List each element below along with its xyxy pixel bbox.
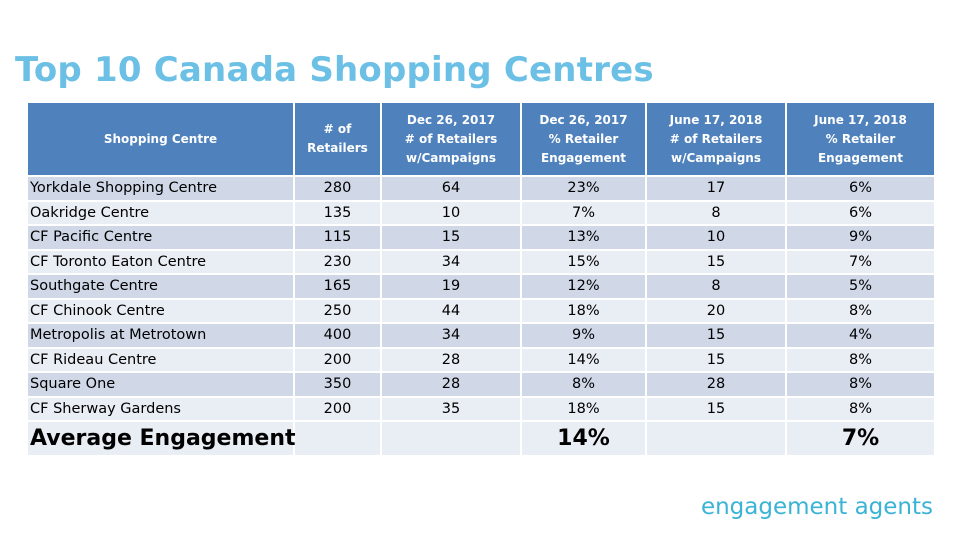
cell-june-campaigns: 15 [645,248,787,275]
cell-retailers-count: 200 [293,395,382,422]
cell-centre-name: CF Rideau Centre [26,346,295,373]
header-shopping-centre: Shopping Centre [26,101,295,177]
cell-dec-engagement: 14% [520,346,647,373]
table-row: CF Rideau Centre 200 28 14% 15 8% [26,346,936,373]
header-dec-engagement: Dec 26, 2017% Retailer Engagement [520,101,647,177]
average-cell-june-engagement: 7% [785,420,936,457]
cell-june-engagement: 6% [785,199,936,226]
cell-dec-engagement: 12% [520,273,647,300]
cell-dec-engagement: 8% [520,371,647,398]
cell-centre-name: Yorkdale Shopping Centre [26,175,295,202]
average-cell-dec-campaigns [380,420,522,457]
cell-retailers-count: 165 [293,273,382,300]
cell-dec-campaigns: 64 [380,175,522,202]
table-row: Southgate Centre 165 19 12% 8 5% [26,273,936,300]
table-row: CF Toronto Eaton Centre 230 34 15% 15 7% [26,248,936,275]
cell-dec-engagement: 18% [520,297,647,324]
cell-centre-name: Square One [26,371,295,398]
cell-dec-campaigns: 34 [380,248,522,275]
cell-june-campaigns: 10 [645,224,787,251]
cell-dec-engagement: 15% [520,248,647,275]
cell-june-campaigns: 20 [645,297,787,324]
cell-june-engagement: 8% [785,371,936,398]
cell-june-engagement: 7% [785,248,936,275]
cell-retailers-count: 250 [293,297,382,324]
cell-retailers-count: 400 [293,322,382,349]
cell-june-engagement: 8% [785,395,936,422]
cell-centre-name: Metropolis at Metrotown [26,322,295,349]
cell-june-engagement: 9% [785,224,936,251]
average-cell-june-campaigns [645,420,787,457]
cell-retailers-count: 350 [293,371,382,398]
cell-dec-engagement: 18% [520,395,647,422]
cell-june-campaigns: 15 [645,322,787,349]
table-row: Yorkdale Shopping Centre 280 64 23% 17 6% [26,175,936,202]
table-row: CF Chinook Centre 250 44 18% 20 8% [26,297,936,324]
cell-dec-engagement: 7% [520,199,647,226]
average-cell-retailers-count [293,420,382,457]
cell-centre-name: CF Toronto Eaton Centre [26,248,295,275]
header-june-retailers-campaigns: June 17, 2018 # of Retailers w/Campaigns [645,101,787,177]
average-cell-dec-engagement: 14% [520,420,647,457]
cell-dec-campaigns: 15 [380,224,522,251]
shopping-centres-table: Shopping Centre # of Retailers Dec 26, 20… [26,101,936,457]
cell-dec-engagement: 23% [520,175,647,202]
table-row: Oakridge Centre 135 10 7% 8 6% [26,199,936,226]
cell-june-campaigns: 8 [645,273,787,300]
cell-june-engagement: 4% [785,322,936,349]
cell-dec-engagement: 9% [520,322,647,349]
cell-retailers-count: 135 [293,199,382,226]
cell-june-engagement: 5% [785,273,936,300]
header-num-retailers: # of Retailers [293,101,382,177]
cell-centre-name: CF Sherway Gardens [26,395,295,422]
table-row: Square One 350 28 8% 28 8% [26,371,936,398]
table-row: Metropolis at Metrotown 400 34 9% 15 4% [26,322,936,349]
header-june-engagement: June 17, 2018% Retailer Engagement [785,101,936,177]
table-row: CF Pacific Centre 115 15 13% 10 9% [26,224,936,251]
cell-dec-campaigns: 28 [380,371,522,398]
header-dec-retailers-campaigns: Dec 26, 2017 # of Retailers w/Campaigns [380,101,522,177]
cell-retailers-count: 200 [293,346,382,373]
cell-centre-name: CF Chinook Centre [26,297,295,324]
cell-dec-campaigns: 28 [380,346,522,373]
average-cell-centre-name: Average Engagement [26,420,296,457]
cell-dec-engagement: 13% [520,224,647,251]
cell-dec-campaigns: 10 [380,199,522,226]
cell-retailers-count: 115 [293,224,382,251]
average-row: Average Engagement 14% 7% [26,420,936,457]
cell-dec-campaigns: 19 [380,273,522,300]
page-title: Top 10 Canada Shopping Centres [15,50,654,90]
cell-dec-campaigns: 44 [380,297,522,324]
cell-dec-campaigns: 35 [380,395,522,422]
cell-june-campaigns: 17 [645,175,787,202]
cell-june-engagement: 8% [785,297,936,324]
cell-june-campaigns: 15 [645,346,787,373]
cell-retailers-count: 280 [293,175,382,202]
cell-retailers-count: 230 [293,248,382,275]
cell-june-engagement: 8% [785,346,936,373]
cell-centre-name: CF Pacific Centre [26,224,295,251]
cell-centre-name: Oakridge Centre [26,199,295,226]
header-row: Shopping Centre # of Retailers Dec 26, 20… [26,101,936,177]
cell-june-campaigns: 8 [645,199,787,226]
cell-june-campaigns: 28 [645,371,787,398]
cell-june-campaigns: 15 [645,395,787,422]
table-row: CF Sherway Gardens 200 35 18% 15 8% [26,395,936,422]
brand-logo-text: engagement agents [700,494,933,520]
cell-dec-campaigns: 34 [380,322,522,349]
cell-centre-name: Southgate Centre [26,273,295,300]
cell-june-engagement: 6% [785,175,936,202]
